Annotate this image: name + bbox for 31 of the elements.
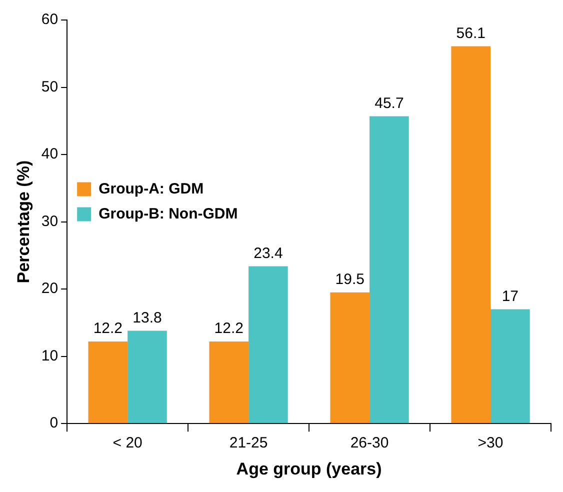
bar (209, 342, 249, 424)
data-label: 23.4 (254, 244, 283, 262)
data-label: 13.8 (132, 309, 162, 326)
bar (490, 309, 530, 424)
data-label: 12.2 (214, 320, 244, 338)
legend-label: Group-B: Non-GDM (98, 205, 238, 222)
data-label: 19.5 (335, 271, 364, 288)
y-tick-label: 0 (50, 414, 58, 432)
y-axis-title: Percentage (%) (14, 160, 33, 284)
x-tick-label: 26-30 (350, 434, 389, 452)
x-tick-label: >30 (478, 434, 504, 452)
y-tick-label: 60 (41, 11, 58, 28)
data-label: 12.2 (93, 320, 123, 338)
x-tick-label: < 20 (112, 434, 142, 452)
bar (248, 266, 288, 424)
y-tick-label: 40 (41, 146, 58, 163)
x-axis-title: Age group (years) (236, 459, 382, 478)
data-label: 17 (502, 288, 519, 305)
y-tick-label: 50 (41, 78, 58, 96)
bar (330, 292, 370, 424)
bar (451, 46, 491, 424)
y-tick-label: 20 (41, 280, 58, 298)
bar (128, 330, 167, 424)
y-tick-label: 10 (41, 347, 58, 364)
bar (88, 342, 128, 424)
data-label: 45.7 (374, 94, 404, 112)
legend-label: Group-A: GDM (98, 180, 204, 198)
data-label: 56.1 (456, 24, 486, 42)
y-tick-label: 30 (41, 212, 58, 230)
bar (370, 116, 409, 424)
x-tick-label: 21-25 (229, 434, 268, 452)
